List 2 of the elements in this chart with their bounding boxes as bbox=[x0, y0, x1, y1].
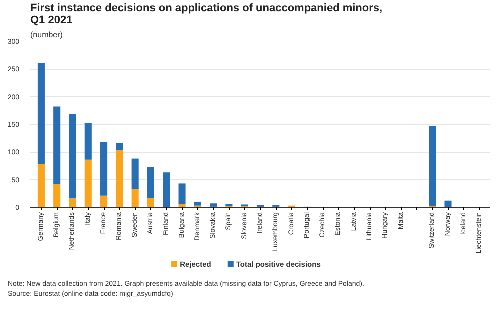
chart-title: First instance decisions on applications of unaccompanied minors, Q1 2021 bbox=[30, 2, 383, 26]
chart-subtitle: (number) bbox=[30, 30, 64, 40]
